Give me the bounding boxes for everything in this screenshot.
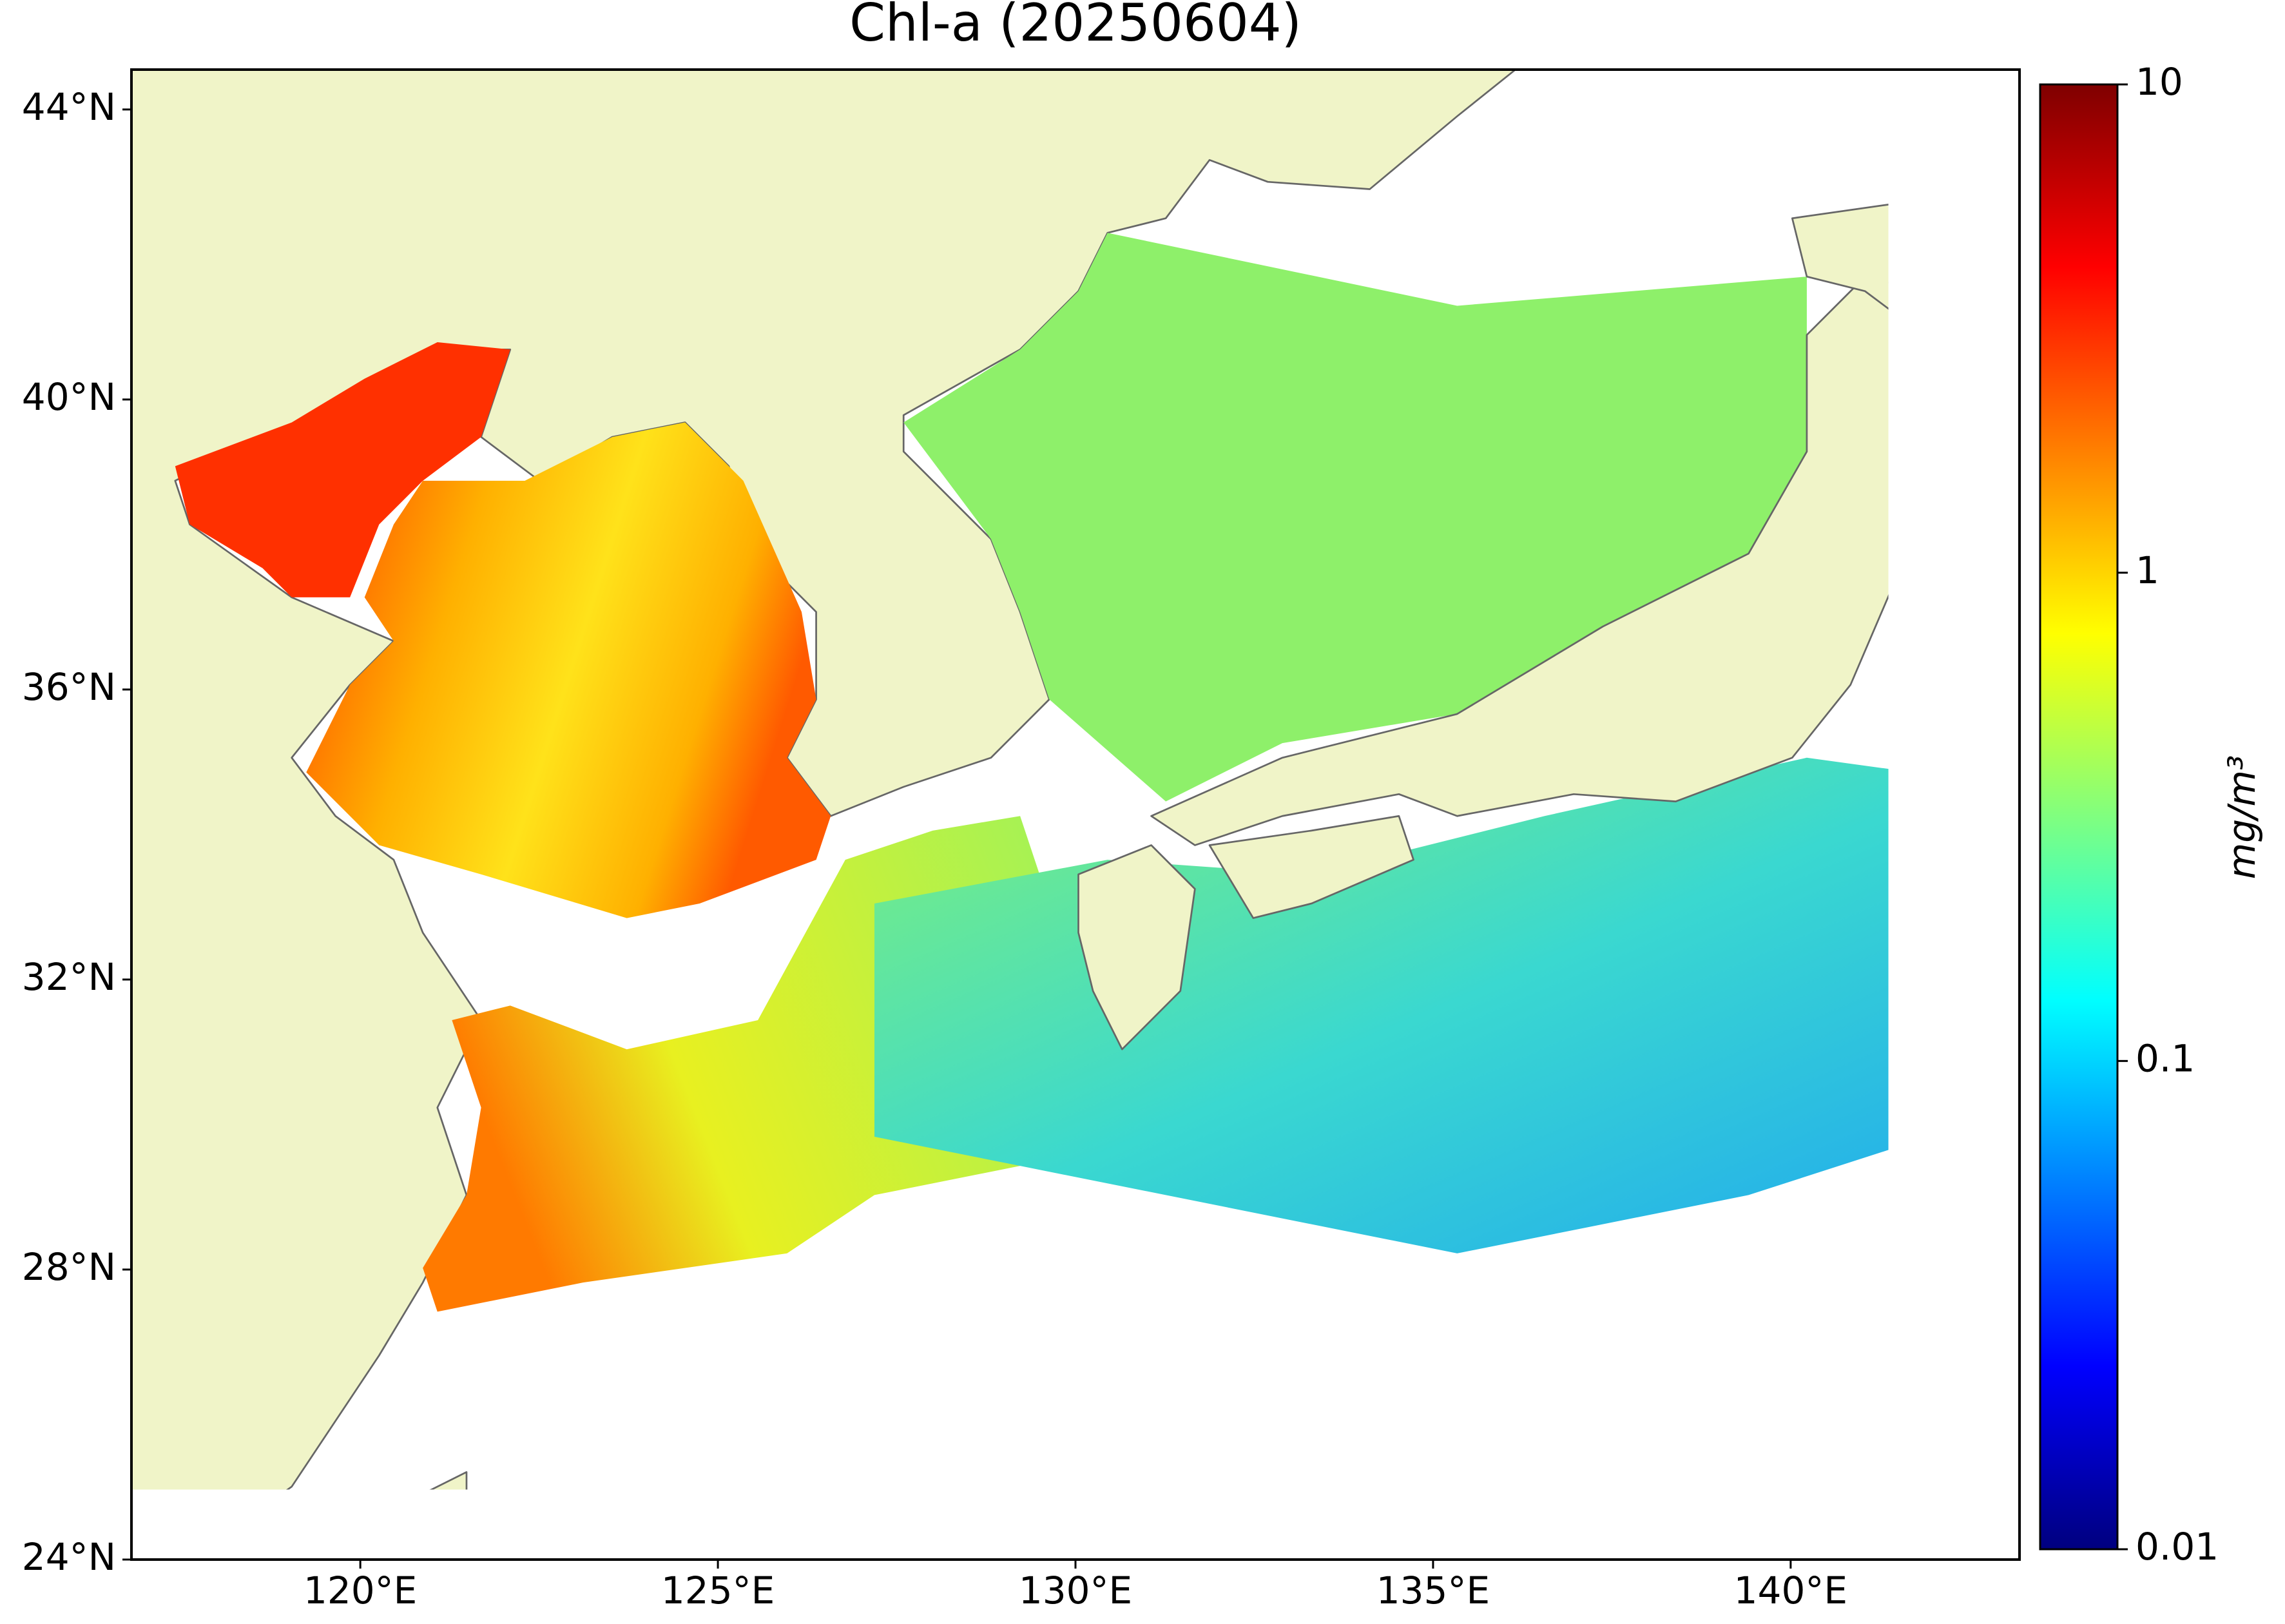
- shikoku: [1208, 815, 1414, 919]
- yellow-sea: [306, 422, 831, 918]
- colorbar-label: mg/m³: [2220, 755, 2264, 880]
- colorbar: [2039, 83, 2119, 1551]
- bohai-sea: [175, 342, 510, 597]
- x-tick-label: 130°E: [1019, 1569, 1132, 1612]
- x-tick-label: 140°E: [1734, 1569, 1847, 1612]
- colorbar-tick-label: 10: [2136, 60, 2183, 104]
- y-tick-label: 36°N: [22, 665, 116, 709]
- x-tick-label: 120°E: [304, 1569, 417, 1612]
- map-title: Chl-a (20250604): [849, 0, 1302, 53]
- y-tick-label: 24°N: [22, 1535, 116, 1579]
- y-tick-label: 28°N: [22, 1245, 116, 1289]
- colorbar-gradient: [2039, 83, 2119, 1551]
- map-geography: [130, 68, 1889, 1490]
- honshu: [1150, 275, 1889, 846]
- colorbar-tick-label: 0.1: [2136, 1036, 2195, 1080]
- colorbar-tick-label: 1: [2136, 548, 2159, 592]
- map-area: [130, 68, 2021, 1561]
- sea-of-japan: [903, 233, 1807, 802]
- hokkaido: [1791, 204, 1889, 310]
- x-tick-label: 125°E: [661, 1569, 775, 1612]
- kyushu: [1077, 844, 1196, 1050]
- y-tick-label: 40°N: [22, 375, 116, 419]
- y-tick-label: 32°N: [22, 955, 116, 999]
- taiwan: [429, 1471, 468, 1490]
- colorbar-tick-label: 0.01: [2136, 1525, 2219, 1569]
- x-tick-label: 135°E: [1376, 1569, 1490, 1612]
- y-tick-label: 44°N: [22, 85, 116, 129]
